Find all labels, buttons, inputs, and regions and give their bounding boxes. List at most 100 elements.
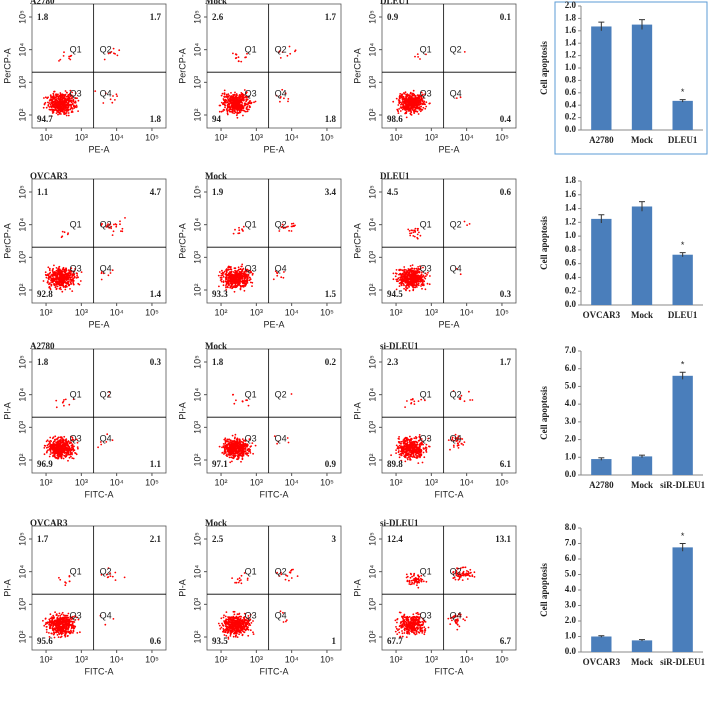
event-dot [51, 103, 54, 105]
event-dot [238, 109, 241, 111]
y-tick-label: 6.0 [565, 363, 577, 373]
event-dot [404, 91, 407, 94]
event-dot [233, 450, 236, 452]
event-dot [71, 96, 73, 99]
event-dot [400, 282, 403, 285]
event-dot [416, 101, 418, 103]
event-dot [243, 447, 246, 450]
x-tick-label: 10³ [250, 477, 263, 487]
y-tick-label: 10⁴ [17, 388, 27, 402]
event-dot [231, 434, 234, 437]
event-dot [423, 448, 425, 450]
event-dot [223, 103, 226, 106]
quadrant-percent: 94 [212, 114, 222, 124]
event-dot [232, 457, 235, 460]
event-dot [43, 624, 46, 627]
event-dot [239, 277, 242, 280]
event-dot [237, 56, 240, 59]
bar [672, 100, 693, 130]
event-dot [46, 281, 49, 284]
event-dot [392, 100, 395, 103]
event-dot [52, 111, 55, 114]
event-dot [246, 277, 249, 280]
event-dot [410, 267, 413, 270]
event-dot [405, 97, 408, 99]
event-dot [64, 446, 66, 449]
event-dot [222, 443, 225, 445]
y-tick-label: 0.4 [565, 99, 577, 109]
event-dot [124, 217, 126, 219]
event-dot [70, 283, 72, 285]
event-dot [112, 95, 114, 97]
event-dot [237, 104, 239, 106]
event-dot [419, 110, 422, 113]
event-dot [420, 273, 423, 276]
event-dot [232, 393, 235, 396]
event-dot [235, 94, 238, 97]
event-dot [64, 398, 67, 401]
event-dot [109, 98, 112, 101]
event-dot [424, 288, 427, 291]
event-dot [411, 108, 414, 111]
quadrant-percent: 0.4 [500, 114, 512, 124]
event-dot [242, 107, 245, 110]
event-dot [231, 278, 234, 280]
y-tick-label: 10⁴ [17, 218, 27, 232]
event-dot [408, 277, 410, 280]
event-dot [226, 110, 229, 113]
event-dot [233, 290, 236, 293]
event-dot [238, 226, 240, 229]
event-dot [420, 91, 423, 94]
event-dot [70, 54, 73, 57]
event-dot [246, 96, 249, 98]
event-dot [53, 279, 56, 282]
quadrant-label: Q4 [100, 89, 112, 99]
event-dot [398, 269, 400, 271]
event-dot [398, 279, 401, 281]
event-dot [58, 109, 61, 112]
event-dot [421, 99, 424, 102]
event-dot [419, 234, 422, 237]
event-dot [60, 276, 62, 279]
event-dot [425, 448, 428, 451]
event-dot [229, 97, 231, 100]
event-dot [402, 103, 404, 106]
event-dot [47, 449, 49, 451]
event-dot [395, 452, 397, 454]
event-dot [229, 276, 231, 279]
event-dot [45, 451, 48, 454]
event-dot [119, 223, 121, 226]
event-dot [449, 448, 451, 451]
event-dot [409, 435, 411, 438]
event-dot [401, 93, 404, 96]
event-dot [463, 51, 466, 53]
event-dot [241, 263, 244, 266]
x-tick-label: A2780 [589, 480, 614, 490]
event-dot [233, 109, 236, 112]
event-dot [56, 457, 59, 460]
event-dot [55, 399, 58, 402]
event-dot [60, 101, 63, 103]
event-dot [59, 110, 62, 113]
event-dot [245, 103, 248, 106]
y-axis-label: Cell apoptosis [539, 216, 549, 270]
event-dot [47, 446, 49, 448]
event-dot [225, 108, 228, 110]
x-tick-label: 10³ [75, 477, 88, 487]
event-dot [421, 108, 424, 111]
quadrant-label: Q4 [275, 434, 287, 444]
event-dot [456, 444, 459, 447]
event-dot [104, 92, 107, 95]
event-dot [223, 92, 226, 95]
event-dot [63, 96, 66, 98]
event-dot [413, 268, 416, 270]
quadrant-percent: 1.8 [37, 12, 49, 22]
event-dot [57, 451, 60, 454]
event-dot [63, 231, 66, 234]
event-dot [245, 99, 248, 102]
event-dot [71, 95, 73, 97]
event-dot [426, 282, 429, 285]
event-dot [60, 436, 63, 439]
x-tick-label: 10² [40, 307, 53, 317]
y-tick-label: 10³ [192, 76, 202, 89]
